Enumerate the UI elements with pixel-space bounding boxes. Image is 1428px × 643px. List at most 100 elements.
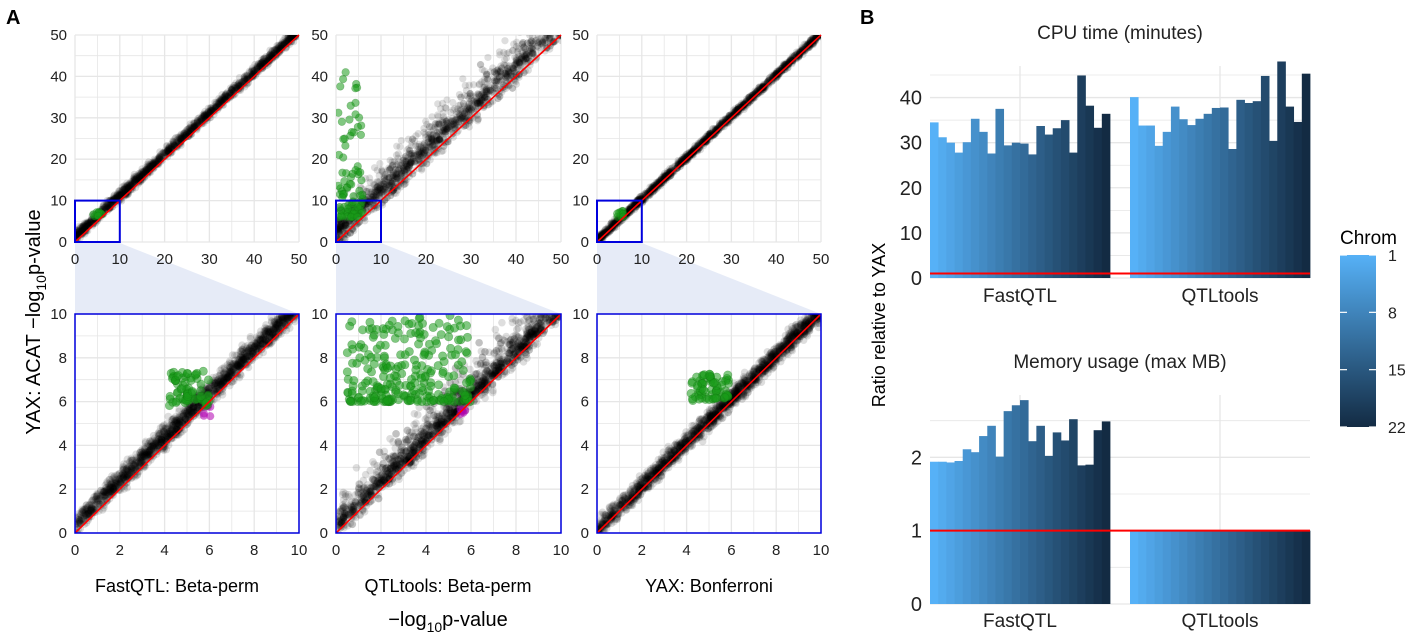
data-point [220, 376, 228, 385]
data-point [160, 428, 169, 436]
data-point [258, 58, 267, 66]
data-point [210, 388, 219, 396]
data-point [153, 438, 162, 446]
data-point [562, 13, 569, 20]
data-point [121, 470, 129, 479]
data-point [115, 191, 124, 199]
data-point [201, 107, 209, 116]
data-point [253, 65, 261, 73]
data-point [124, 190, 132, 198]
data-point [171, 419, 180, 427]
data-point [177, 423, 186, 432]
data-point [527, 57, 535, 66]
data-point [438, 116, 446, 124]
data-point [442, 128, 450, 136]
data-point [288, 35, 296, 38]
data-point [523, 54, 531, 62]
data-point [260, 54, 268, 63]
data-point [284, 35, 292, 41]
data-point [296, 299, 304, 307]
data-point [146, 164, 154, 172]
data-point [377, 189, 386, 198]
data-point [418, 164, 426, 173]
data-point [400, 167, 408, 175]
data-point [151, 439, 160, 448]
data-point [394, 173, 402, 182]
data-point [528, 35, 537, 41]
data-point [213, 380, 222, 389]
data-point [171, 135, 179, 143]
data-point [261, 60, 270, 68]
data-point [123, 181, 131, 189]
data-point [476, 100, 484, 108]
data-point [274, 41, 282, 49]
data-point [137, 172, 145, 180]
data-point [533, 42, 541, 50]
data-point [83, 221, 91, 230]
data-point [422, 143, 430, 151]
data-point [401, 167, 409, 175]
data-point [78, 226, 87, 234]
data-point [248, 72, 256, 80]
data-point [161, 148, 169, 156]
data-point [126, 182, 134, 190]
data-point [157, 435, 165, 443]
data-point [230, 362, 239, 371]
data-point [293, 300, 301, 308]
data-point [503, 79, 511, 87]
data-point [470, 96, 478, 105]
data-point [297, 24, 304, 31]
data-point [190, 118, 198, 126]
data-point [89, 505, 98, 514]
data-point [433, 143, 441, 151]
data-point [292, 302, 300, 310]
data-point [268, 48, 276, 56]
data-point [99, 487, 108, 495]
data-point [247, 341, 256, 350]
data-point [429, 135, 437, 144]
data-point [302, 20, 309, 27]
data-point [493, 76, 501, 85]
data-point [521, 55, 530, 63]
data-point [305, 293, 313, 301]
data-point [408, 135, 417, 143]
data-point [239, 355, 248, 364]
data-point [180, 410, 188, 418]
data-point [176, 415, 185, 423]
data-point [87, 503, 96, 512]
data-point [566, 15, 573, 22]
data-point [101, 491, 109, 499]
data-point [439, 147, 447, 155]
data-point [160, 432, 169, 441]
data-point [234, 82, 242, 91]
data-point [492, 70, 500, 78]
data-point [253, 341, 261, 349]
data-point [448, 117, 457, 126]
data-point [546, 35, 554, 39]
data-point [287, 35, 295, 40]
data-point [143, 169, 151, 177]
data-point [483, 70, 491, 78]
data-point [467, 96, 475, 105]
data-point [136, 456, 144, 465]
data-point [460, 122, 468, 130]
data-point [341, 221, 349, 229]
data-point [222, 370, 231, 379]
data-point [209, 103, 217, 111]
data-point [200, 111, 208, 120]
data-point [511, 64, 519, 72]
data-point [131, 178, 139, 186]
data-point [182, 411, 190, 420]
data-point [248, 349, 257, 358]
data-point [229, 83, 237, 92]
data-point [304, 293, 312, 301]
data-point [136, 176, 144, 184]
data-point [412, 132, 420, 140]
green-point [353, 122, 362, 132]
data-point [185, 131, 193, 139]
data-point [237, 347, 245, 355]
data-point [286, 314, 295, 319]
data-point [306, 297, 314, 305]
y-tick-label: 0 [320, 234, 328, 251]
data-point [108, 483, 117, 492]
